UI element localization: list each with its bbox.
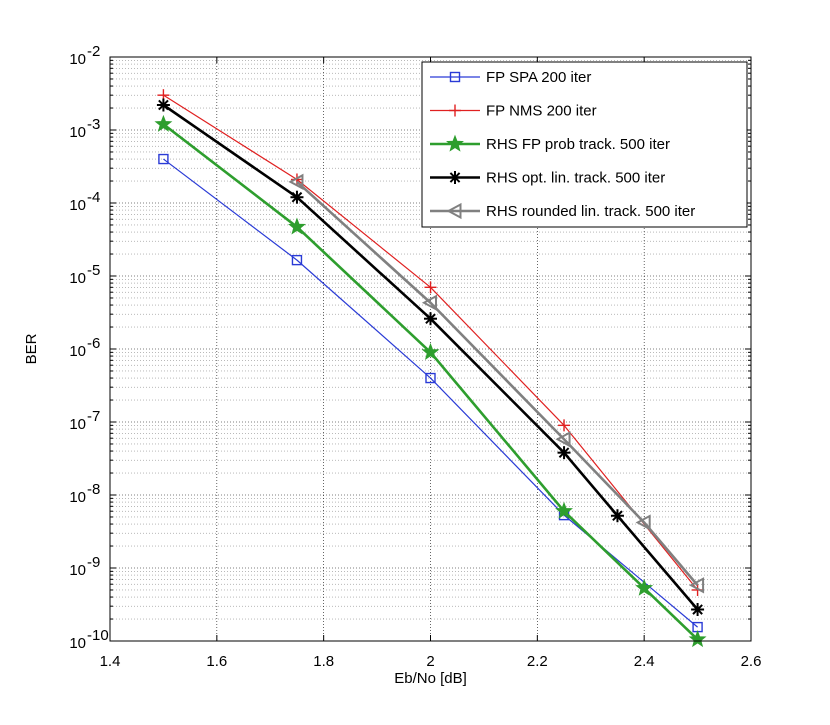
series-line [296, 180, 699, 587]
series-line [162, 123, 699, 641]
legend-entry: FP SPA 200 iter [430, 69, 591, 86]
data-point [425, 372, 436, 384]
legend-marker [449, 71, 461, 83]
y-tick-exponent: -8 [87, 481, 100, 498]
data-point [691, 603, 705, 617]
legend-label: RHS FP prob track. 500 iter [486, 136, 670, 153]
legend-label: RHS rounded lin. track. 500 iter [486, 203, 695, 220]
y-tick-label: 10 [69, 489, 86, 506]
y-tick-exponent: -4 [87, 189, 100, 206]
data-point [290, 190, 304, 204]
legend-entry: RHS opt. lin. track. 500 iter [430, 170, 665, 187]
x-tick-label: 2 [426, 653, 434, 670]
legend-entry: RHS rounded lin. track. 500 iter [430, 202, 695, 220]
y-tick-label: 10 [69, 197, 86, 214]
y-tick-label: 10 [69, 562, 86, 579]
legend-label: FP SPA 200 iter [486, 69, 591, 86]
data-point [288, 217, 306, 235]
x-axis-label: Eb/No [dB] [394, 670, 467, 687]
data-point [688, 577, 705, 594]
data-point [558, 419, 571, 432]
legend-label: RHS opt. lin. track. 500 iter [486, 170, 665, 187]
y-tick-exponent: -6 [87, 335, 100, 352]
data-point [421, 342, 440, 360]
axis-ticks: 1.4 1.6 1.8 2 2.2 2.4 2.610-1010-910-810-710-6… [69, 43, 761, 670]
legend-label: FP NMS 200 iter [486, 103, 597, 120]
y-tick-label: 10 [69, 343, 86, 360]
y-tick-label: 10 [69, 635, 86, 652]
series-5 [288, 173, 705, 594]
x-tick-label: 2.4 [634, 653, 655, 670]
data-point [154, 114, 173, 132]
x-tick-label: 2.6 [741, 653, 762, 670]
data-point [291, 254, 303, 266]
series-line [162, 103, 699, 611]
y-tick-label: 10 [69, 124, 86, 141]
series-layer [154, 89, 707, 648]
y-tick-exponent: -7 [87, 408, 100, 425]
data-point [635, 514, 651, 531]
data-point [555, 501, 573, 519]
x-tick-label: 2.2 [527, 653, 548, 670]
x-tick-label: 1.4 [100, 653, 121, 670]
data-point [555, 431, 571, 448]
data-point [288, 173, 304, 191]
data-point [424, 281, 437, 294]
legend-marker [446, 134, 464, 152]
data-point [635, 578, 654, 596]
legend-marker [448, 171, 462, 184]
legend-marker [449, 104, 461, 117]
y-tick-exponent: -9 [87, 554, 100, 571]
x-tick-label: 1.6 [206, 653, 227, 670]
y-tick-exponent: -5 [87, 262, 100, 279]
data-point [424, 312, 437, 326]
y-tick-exponent: -2 [87, 43, 100, 60]
legend: FP SPA 200 iter FP NMS 200 iter RHS FP pro… [421, 61, 748, 228]
y-tick-label: 10 [69, 51, 86, 68]
data-point [156, 98, 170, 112]
legend-entry: FP NMS 200 iter [430, 103, 597, 120]
y-tick-exponent: -3 [87, 116, 100, 133]
data-point [557, 446, 571, 460]
y-tick-label: 10 [69, 416, 86, 433]
data-point [688, 630, 707, 648]
data-point [158, 153, 169, 165]
data-point [421, 294, 437, 311]
legend-marker [446, 202, 462, 220]
series-3 [154, 114, 707, 648]
y-tick-label: 10 [69, 270, 86, 287]
legend-entry: RHS FP prob track. 500 iter [430, 134, 670, 153]
y-tick-exponent: -10 [87, 627, 109, 644]
x-tick-label: 1.8 [313, 653, 334, 670]
data-point [610, 509, 624, 523]
y-axis-label: BER [23, 333, 40, 364]
series-4 [156, 98, 705, 617]
